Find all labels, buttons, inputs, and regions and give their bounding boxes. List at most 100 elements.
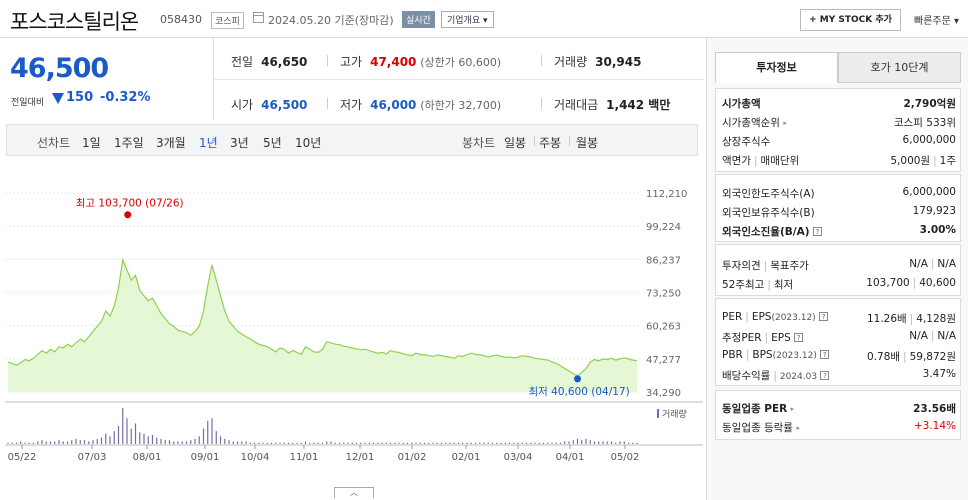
- industry-section: 동일업종 PER ▸ 23.56배 동일업종 등락률 ▸ +3.14%: [715, 390, 961, 440]
- period-1d[interactable]: 1일: [82, 136, 101, 150]
- min-marker: [574, 375, 581, 383]
- prev-close: 전일 46,650: [231, 55, 308, 69]
- volume-bar: [122, 408, 124, 444]
- y-tick-label: 73,250: [646, 289, 681, 300]
- collapse-chart-button[interactable]: ︿: [334, 487, 374, 498]
- volume-bar: [71, 440, 73, 444]
- help-icon[interactable]: ?: [820, 371, 830, 380]
- volume-legend-icon: [657, 409, 659, 418]
- volume-bar: [83, 440, 86, 444]
- x-tick-label: 02/01: [452, 452, 481, 463]
- y-tick-label: 86,237: [646, 255, 681, 266]
- period-3y[interactable]: 3년: [230, 136, 249, 150]
- period-1y[interactable]: 1년: [199, 136, 218, 150]
- volume-bar: [534, 442, 536, 444]
- volume-bar: [513, 442, 515, 444]
- x-tick-label: 03/04: [504, 452, 533, 463]
- volume-bar: [228, 440, 230, 444]
- volume-bar: [253, 442, 256, 444]
- y-tick-label: 112,210: [646, 189, 687, 200]
- volume-bar: [194, 438, 196, 444]
- help-icon[interactable]: ?: [812, 227, 822, 236]
- price-chart[interactable]: 112,210 99,224 86,237 73,250 60,263 47,277 34,…: [0, 160, 703, 500]
- volume-bar: [402, 442, 404, 444]
- volume-bar: [517, 442, 519, 444]
- realtime-button[interactable]: 실시간: [402, 11, 435, 28]
- max-marker: [124, 211, 132, 219]
- base-date: 2024.05.20 기준(장마감): [268, 14, 394, 27]
- volume-bar: [185, 441, 188, 444]
- volume-bar: [105, 433, 107, 444]
- volume-bar: [491, 442, 494, 444]
- period-10y[interactable]: 10년: [295, 136, 322, 150]
- corp-info-dropdown[interactable]: 기업개요 ▾: [441, 11, 494, 28]
- volume-bar: [75, 438, 77, 444]
- volume-bar: [283, 442, 285, 444]
- volume-bar: [292, 442, 294, 444]
- volume-bar: [462, 442, 464, 444]
- volume-bar: [632, 442, 634, 444]
- volume-bar: [377, 442, 379, 444]
- volume-bar: [521, 442, 523, 444]
- volume-bar: [368, 442, 370, 444]
- volume-bar: [334, 442, 336, 444]
- period-5y[interactable]: 5년: [263, 136, 282, 150]
- calendar-icon: [253, 12, 264, 23]
- volume-bar: [338, 442, 341, 444]
- volume-bar: [364, 442, 366, 444]
- volume-bar: [211, 418, 213, 444]
- help-icon[interactable]: ?: [820, 350, 830, 359]
- x-tick-label: 11/01: [290, 452, 319, 463]
- period-3m[interactable]: 3개월: [156, 136, 186, 150]
- volume-bar: [466, 442, 468, 444]
- market-badge: 코스피: [211, 12, 244, 29]
- volume-bar: [389, 442, 392, 444]
- trade-amount: 거래대금 1,442 백만: [554, 98, 671, 112]
- volume-bar: [436, 442, 438, 444]
- y-tick-label: 60,263: [646, 322, 681, 333]
- volume-bar: [215, 431, 217, 444]
- period-1w[interactable]: 1주일: [114, 136, 144, 150]
- volume-bar: [470, 442, 472, 444]
- investment-panel: 투자정보 호가 10단계 시가총액 2,790억원 시가총액순위 ▸ 코스피 533…: [706, 38, 968, 500]
- volume-bar: [398, 442, 400, 444]
- volume-legend: 거래량: [662, 408, 687, 420]
- volume-bar: [445, 442, 447, 444]
- volume-bar: [309, 442, 311, 444]
- quick-order-dropdown[interactable]: 빠른주문 ▾: [914, 16, 959, 27]
- volume-bar: [589, 440, 591, 444]
- volume-bar: [304, 441, 307, 444]
- volume-bar: [88, 441, 90, 444]
- candle-weekly[interactable]: 주봉: [539, 136, 562, 150]
- volume-bar: [530, 442, 532, 444]
- volume-bar: [190, 440, 192, 444]
- volume-bar: [20, 441, 22, 444]
- volume-bar: [598, 441, 600, 444]
- x-tick-label: 05/22: [8, 452, 37, 463]
- candle-daily[interactable]: 일봉: [504, 136, 527, 150]
- volume-bar: [568, 441, 570, 444]
- volume-bar: [164, 440, 166, 444]
- help-icon[interactable]: ?: [819, 312, 829, 321]
- volume-bar: [406, 442, 409, 444]
- volume-bar: [351, 442, 353, 444]
- y-tick-label: 47,277: [646, 355, 681, 366]
- volume-bar: [343, 442, 345, 444]
- volume-bar: [139, 432, 141, 444]
- candle-monthly[interactable]: 월봉: [576, 136, 599, 150]
- tab-investment-info[interactable]: 투자정보: [715, 52, 838, 83]
- volume-bar: [156, 437, 158, 444]
- down-triangle-icon: [52, 93, 64, 104]
- foreign-section: 외국인한도주식수(A) 6,000,000 외국인보유주식수(B) 179,923 …: [715, 174, 961, 242]
- market-cap-section: 시가총액 2,790억원 시가총액순위 ▸ 코스피 533위 상장주식수 6,000,…: [715, 88, 961, 172]
- x-tick-label: 10/04: [241, 452, 270, 463]
- volume-bar: [474, 442, 477, 444]
- volume-bar: [504, 442, 506, 444]
- add-my-stock-button[interactable]: + MY STOCK 추가: [800, 9, 901, 31]
- volume-bar: [355, 442, 358, 444]
- help-icon[interactable]: ?: [794, 333, 804, 342]
- volume-bar: [457, 442, 460, 444]
- y-tick-label: 34,290: [646, 388, 681, 399]
- volume-bar: [11, 442, 13, 444]
- tab-order-book[interactable]: 호가 10단계: [838, 52, 961, 83]
